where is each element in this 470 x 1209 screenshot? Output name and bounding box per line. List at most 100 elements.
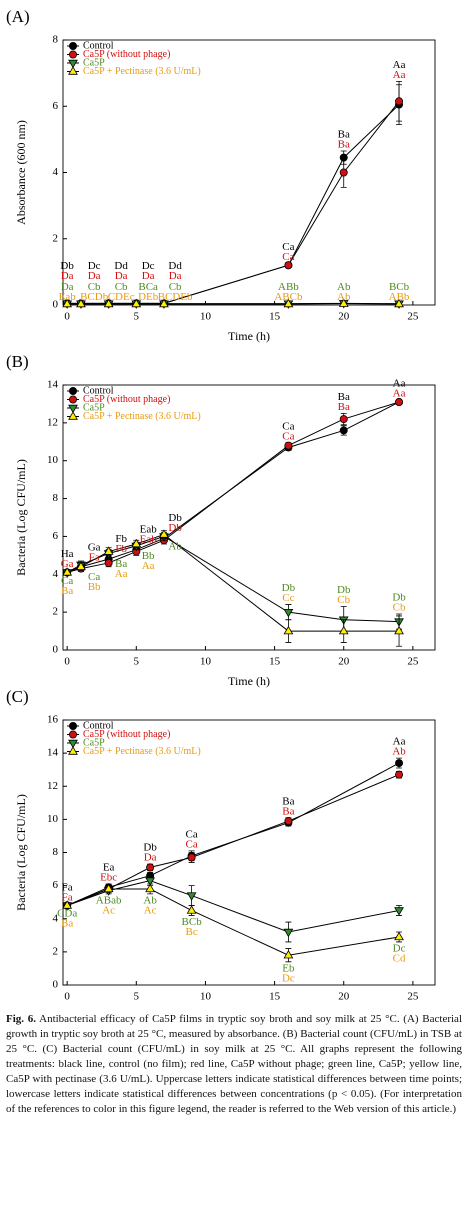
- x-tick-label: 0: [64, 311, 70, 323]
- marker: [159, 529, 169, 538]
- marker: [395, 97, 404, 106]
- point-label: Aa: [393, 388, 406, 400]
- legend-label: Ca5P: [83, 737, 105, 748]
- x-tick-label: 0: [64, 656, 70, 668]
- legend-label: Control: [83, 385, 114, 396]
- marker: [284, 817, 293, 826]
- series-line: [66, 888, 400, 956]
- series-line: [66, 762, 400, 906]
- marker: [145, 883, 156, 893]
- marker: [68, 739, 78, 749]
- point-label: CDa: [57, 908, 77, 920]
- point-label: Ha: [61, 548, 74, 560]
- marker: [69, 730, 78, 739]
- y-tick-label: 14: [47, 747, 59, 759]
- marker: [186, 892, 197, 901]
- panel-label: (C): [6, 687, 29, 706]
- marker: [68, 66, 78, 75]
- point-label: Da: [61, 270, 74, 282]
- marker: [69, 50, 78, 59]
- x-tick-label: 5: [134, 991, 140, 1003]
- point-label: Bc: [185, 926, 197, 938]
- marker: [395, 398, 404, 407]
- marker: [339, 415, 348, 424]
- point-label: Da: [142, 270, 155, 282]
- point-label: Ba: [338, 391, 350, 403]
- marker: [187, 853, 196, 862]
- y-tick-label: 6: [53, 100, 59, 112]
- y-tick-label: 8: [53, 34, 59, 46]
- marker: [131, 298, 142, 308]
- series-line: [66, 880, 400, 933]
- y-tick-label: 10: [47, 454, 59, 466]
- point-label: DEb: [138, 291, 159, 303]
- y-tick-label: 8: [53, 492, 59, 504]
- point-label: Db: [168, 512, 182, 524]
- marker: [339, 426, 348, 435]
- plot-frame: [62, 384, 436, 651]
- y-tick-label: 4: [53, 568, 59, 580]
- point-label: Db: [337, 584, 351, 596]
- caption: Fig. 6. Antibacterial efficacy of Ca5P f…: [6, 1012, 462, 1117]
- point-label: Bb: [142, 550, 155, 562]
- point-label: Ba: [338, 129, 350, 141]
- marker: [69, 42, 78, 51]
- series-line: [66, 774, 400, 906]
- legend-label: Control: [83, 40, 114, 51]
- marker: [103, 298, 114, 308]
- point-label: Cd: [393, 952, 406, 964]
- marker: [68, 59, 78, 69]
- point-label: Da: [169, 270, 182, 282]
- series-line: [67, 401, 400, 573]
- marker: [103, 546, 114, 555]
- point-label: CDEc: [108, 291, 135, 303]
- point-label: Db: [392, 592, 406, 604]
- marker: [395, 759, 404, 768]
- point-label: Ab: [392, 746, 406, 758]
- point-label: Cb: [115, 281, 128, 293]
- point-label: Fa: [62, 891, 73, 903]
- point-label: Cb: [169, 281, 182, 293]
- marker: [145, 877, 156, 886]
- legend-label: Ca5P (without phage): [83, 49, 170, 60]
- y-tick-label: 4: [53, 166, 59, 178]
- legend-label: Ca5P + Pectinase (3.6 U/mL): [83, 66, 201, 77]
- point-label: Dc: [88, 260, 101, 272]
- point-label: Da: [115, 270, 128, 282]
- marker: [69, 395, 78, 404]
- marker: [62, 298, 73, 308]
- legend-label: Ca5P (without phage): [83, 729, 170, 740]
- point-label: Ab: [337, 291, 351, 303]
- x-tick-label: 20: [338, 311, 350, 323]
- x-tick-label: 15: [269, 656, 281, 668]
- marker: [146, 863, 155, 872]
- point-label: Ca: [282, 420, 294, 432]
- marker: [68, 411, 78, 420]
- marker: [76, 561, 86, 570]
- marker: [283, 625, 294, 635]
- point-label: Cb: [337, 594, 350, 606]
- x-tick-label: 5: [134, 311, 140, 323]
- panel-label: (A): [6, 7, 30, 26]
- point-label: Ac: [102, 904, 115, 916]
- y-axis-label: Bacteria (Log CFU/mL): [14, 794, 28, 911]
- marker: [283, 608, 294, 618]
- legend-label: Ca5P + Pectinase (3.6 U/mL): [83, 411, 201, 422]
- point-label: Fb: [115, 533, 127, 545]
- y-tick-label: 2: [53, 606, 59, 618]
- point-label: Aa: [142, 560, 155, 572]
- y-tick-label: 12: [47, 416, 58, 428]
- series-line: [66, 401, 400, 573]
- plot-frame: [62, 719, 436, 986]
- marker: [395, 770, 404, 779]
- point-label: BCb: [389, 281, 410, 293]
- point-label: Fa: [89, 551, 100, 563]
- y-tick-label: 2: [53, 945, 59, 957]
- point-label: Ba: [338, 139, 350, 151]
- point-label: Ca: [282, 241, 294, 253]
- series-line: [66, 533, 400, 632]
- point-label: Ea: [103, 862, 115, 874]
- x-tick-label: 0: [64, 991, 70, 1003]
